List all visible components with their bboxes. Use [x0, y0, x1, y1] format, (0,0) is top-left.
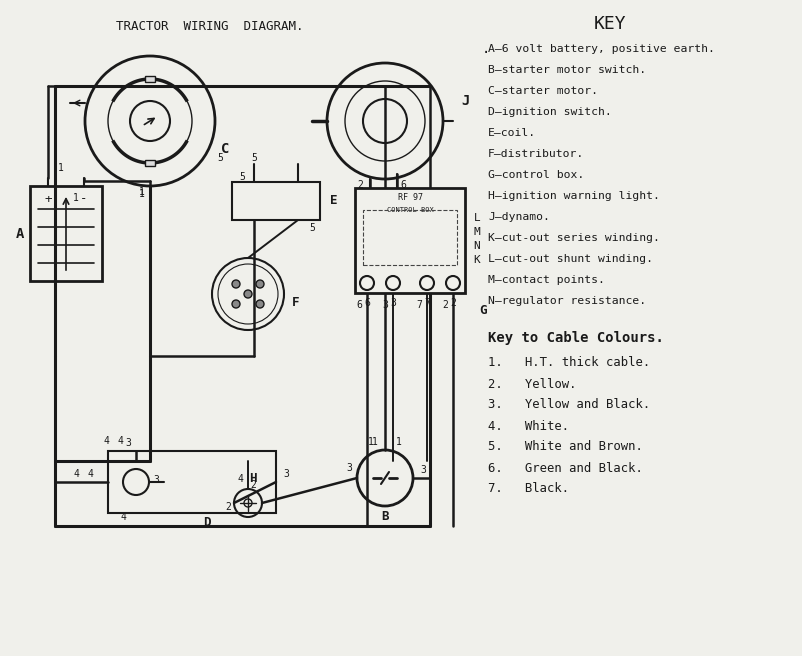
- Text: C: C: [221, 142, 229, 156]
- Text: K: K: [474, 255, 480, 265]
- Text: 7: 7: [424, 298, 430, 308]
- Text: 4: 4: [73, 469, 79, 479]
- Text: 6: 6: [400, 180, 406, 190]
- Circle shape: [232, 280, 240, 288]
- Text: 4: 4: [237, 474, 243, 484]
- Text: 2: 2: [357, 180, 363, 190]
- Text: H—ignition warning light.: H—ignition warning light.: [488, 191, 660, 201]
- Text: 3: 3: [382, 300, 388, 310]
- Text: 1: 1: [396, 437, 402, 447]
- Bar: [145, 160, 155, 166]
- Circle shape: [244, 290, 252, 298]
- Text: L: L: [474, 213, 480, 223]
- Text: M: M: [474, 227, 480, 237]
- Text: 2: 2: [442, 300, 448, 310]
- Text: A: A: [16, 227, 24, 241]
- Text: C—starter motor.: C—starter motor.: [488, 86, 598, 96]
- Text: 7.   Black.: 7. Black.: [488, 483, 569, 495]
- Text: Key to Cable Colours.: Key to Cable Colours.: [488, 331, 664, 345]
- Text: TRACTOR  WIRING  DIAGRAM.: TRACTOR WIRING DIAGRAM.: [116, 20, 304, 33]
- Text: J—dynamo.: J—dynamo.: [488, 212, 550, 222]
- Circle shape: [420, 276, 434, 290]
- Text: H: H: [249, 472, 257, 485]
- Text: 3: 3: [125, 438, 131, 448]
- Text: 5: 5: [217, 153, 223, 163]
- Text: N—regulator resistance.: N—regulator resistance.: [488, 296, 646, 306]
- Bar: [30, 186, 102, 281]
- Text: 1: 1: [368, 437, 374, 447]
- Text: 3: 3: [420, 465, 426, 475]
- Text: 5: 5: [251, 153, 257, 163]
- Text: L—cut-out shunt winding.: L—cut-out shunt winding.: [488, 254, 653, 264]
- Text: G: G: [480, 304, 487, 318]
- Text: 4: 4: [103, 436, 109, 446]
- Circle shape: [386, 276, 400, 290]
- Text: KEY: KEY: [593, 15, 626, 33]
- Bar: [145, 76, 155, 82]
- Text: 6: 6: [364, 298, 370, 308]
- Text: 4.   White.: 4. White.: [488, 419, 569, 432]
- Text: E—coil.: E—coil.: [488, 128, 536, 138]
- Text: 1: 1: [372, 437, 378, 447]
- Text: M—contact points.: M—contact points.: [488, 275, 605, 285]
- Text: 5: 5: [309, 223, 315, 233]
- Text: 1: 1: [139, 189, 145, 199]
- Text: 5.   White and Brown.: 5. White and Brown.: [488, 440, 643, 453]
- Text: D: D: [203, 516, 211, 529]
- Text: 2.   Yellow.: 2. Yellow.: [488, 377, 577, 390]
- Text: 2: 2: [250, 480, 256, 490]
- Text: -: -: [80, 192, 87, 205]
- Bar: [355, 188, 465, 293]
- Text: 3: 3: [153, 475, 159, 485]
- Text: 5: 5: [239, 172, 245, 182]
- Text: 1: 1: [139, 187, 145, 197]
- Text: 4: 4: [120, 512, 126, 522]
- Text: 6: 6: [356, 300, 362, 310]
- Bar: [363, 210, 457, 265]
- Circle shape: [232, 300, 240, 308]
- Text: 3: 3: [346, 463, 352, 473]
- Bar: [232, 182, 320, 220]
- Text: CONTROL BOX: CONTROL BOX: [387, 207, 433, 213]
- Text: 1: 1: [73, 193, 79, 203]
- Text: F: F: [292, 295, 300, 308]
- Text: A—6 volt battery, positive earth.: A—6 volt battery, positive earth.: [488, 44, 715, 54]
- Text: 3: 3: [283, 469, 289, 479]
- Circle shape: [256, 300, 264, 308]
- Text: 7: 7: [416, 300, 422, 310]
- Text: B: B: [381, 510, 389, 522]
- Text: 4: 4: [87, 469, 93, 479]
- Text: B—starter motor switch.: B—starter motor switch.: [488, 65, 646, 75]
- Text: 4: 4: [117, 436, 123, 446]
- Text: 2: 2: [225, 502, 231, 512]
- Text: 6: 6: [400, 188, 406, 198]
- Text: 3.   Yellow and Black.: 3. Yellow and Black.: [488, 398, 650, 411]
- Text: RF 97: RF 97: [398, 194, 423, 203]
- Text: 2: 2: [360, 188, 366, 198]
- Circle shape: [446, 276, 460, 290]
- Text: K—cut-out series winding.: K—cut-out series winding.: [488, 233, 660, 243]
- Text: G—control box.: G—control box.: [488, 170, 584, 180]
- Text: J: J: [461, 94, 469, 108]
- Text: .: .: [482, 42, 490, 56]
- Bar: [108, 451, 276, 513]
- Text: +: +: [44, 192, 52, 205]
- Text: 6.   Green and Black.: 6. Green and Black.: [488, 462, 643, 474]
- Text: F—distributor.: F—distributor.: [488, 149, 584, 159]
- Text: 2: 2: [450, 298, 456, 308]
- Text: 3: 3: [390, 298, 396, 308]
- Text: 1.   H.T. thick cable.: 1. H.T. thick cable.: [488, 356, 650, 369]
- Circle shape: [256, 280, 264, 288]
- Circle shape: [360, 276, 374, 290]
- Text: E: E: [330, 194, 338, 207]
- Text: N: N: [474, 241, 480, 251]
- Text: D—ignition switch.: D—ignition switch.: [488, 107, 612, 117]
- Text: 1: 1: [58, 163, 64, 173]
